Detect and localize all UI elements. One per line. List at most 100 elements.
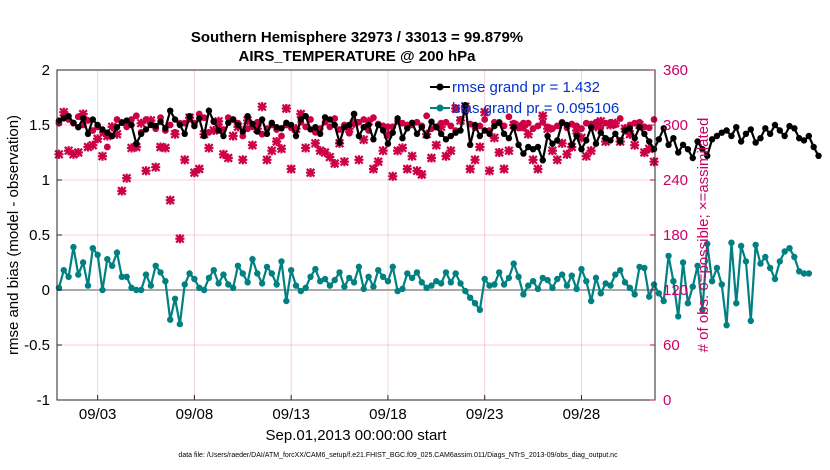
rmse-point <box>670 135 677 142</box>
bias-point <box>496 269 503 276</box>
assimilated-obs-point <box>504 146 514 156</box>
rmse-point <box>307 126 314 133</box>
assimilated-obs-point <box>470 155 480 165</box>
rmse-point <box>762 125 769 132</box>
bias-point <box>171 295 179 302</box>
bias-point <box>742 258 750 265</box>
rmse-point <box>142 126 150 133</box>
rmse-point <box>302 113 309 120</box>
rmse-point <box>587 124 595 131</box>
assimilated-obs-point <box>330 158 340 169</box>
rmse-point <box>791 125 798 132</box>
rmse-point <box>626 125 634 132</box>
bias-point <box>287 267 295 274</box>
x-axis: 09/03 09/08 09/13 09/18 09/23 09/28 <box>79 395 600 423</box>
bias-point <box>399 285 406 293</box>
assimilated-obs-point <box>562 149 572 159</box>
bias-point <box>800 270 808 277</box>
rmse-point <box>384 140 392 147</box>
assimilated-obs-point <box>436 122 446 132</box>
rmse-point <box>70 119 77 127</box>
rmse-point <box>79 115 87 122</box>
rmse-point <box>99 126 106 133</box>
bias-point <box>118 273 126 280</box>
rmse-point <box>563 121 571 129</box>
bias-point <box>675 313 682 320</box>
x-axis-label: Sep.01,2013 00:00:00 start <box>266 427 448 444</box>
bias-point <box>737 242 745 250</box>
bias-point <box>462 287 469 295</box>
rmse-point <box>225 119 232 127</box>
rmse-point <box>597 129 605 136</box>
bias-point <box>728 239 735 246</box>
bias-point <box>186 270 193 277</box>
assimilated-obs-point <box>83 142 93 152</box>
y-tick-label: 0 <box>42 282 50 299</box>
bias-point <box>437 280 445 287</box>
bias-point <box>689 283 696 290</box>
bias-point <box>152 262 159 269</box>
rmse-point <box>496 119 503 127</box>
assimilated-obs-point <box>267 146 277 156</box>
bias-point <box>89 245 97 252</box>
rmse-point <box>404 125 411 132</box>
rmse-point <box>215 127 222 134</box>
rmse-point <box>118 119 126 127</box>
assimilated-obs-point <box>160 143 170 153</box>
assimilated-obs-point <box>581 151 591 161</box>
possible-obs-point <box>476 122 484 130</box>
assimilated-obs-point <box>325 152 335 162</box>
assimilated-obs-point <box>286 164 296 174</box>
rmse-point <box>94 121 101 129</box>
bias-point <box>442 269 450 276</box>
bias-point <box>558 271 566 278</box>
rmse-point <box>544 132 551 140</box>
rmse-point <box>568 141 575 148</box>
assimilated-obs-point <box>339 157 349 167</box>
rmse-point <box>481 127 488 134</box>
assimilated-obs-point <box>204 143 214 153</box>
rmse-point <box>728 132 735 140</box>
bias-point <box>762 253 769 261</box>
bias-point <box>200 286 208 294</box>
rmse-point <box>452 129 459 136</box>
rmse-point <box>60 115 67 122</box>
rmse-point <box>389 129 396 136</box>
x-tick-label: 09/03 <box>79 406 117 423</box>
assimilated-obs-point <box>639 147 649 158</box>
assimilated-obs-point <box>155 142 166 152</box>
assimilated-obs-point <box>136 118 146 128</box>
assimilated-obs-point <box>605 120 616 130</box>
assimilated-obs-point <box>223 153 233 163</box>
possible-obs-point <box>505 113 513 121</box>
rmse-point <box>268 119 276 127</box>
rmse-point <box>355 132 363 140</box>
possible-obs-point <box>336 126 343 133</box>
possible-obs-point <box>539 118 547 126</box>
bias-point <box>375 267 382 274</box>
bias-point <box>781 248 788 255</box>
possible-obs-point <box>132 112 140 120</box>
y2-tick-label: 120 <box>663 282 688 299</box>
bias-point <box>713 264 721 272</box>
bias-series <box>55 239 813 329</box>
bias-point <box>423 284 430 291</box>
rmse-point <box>137 130 145 137</box>
rmse-point <box>607 137 614 144</box>
rmse-point <box>645 138 653 145</box>
assimilated-obs-point <box>426 153 437 163</box>
bias-point <box>568 272 575 279</box>
assimilated-obs-point <box>305 168 316 178</box>
possible-obs-point <box>103 143 111 151</box>
rmse-point <box>462 102 469 109</box>
bias-point <box>70 243 77 251</box>
assimilated-obs-point <box>59 107 69 117</box>
rmse-point <box>341 124 348 131</box>
bias-point <box>554 275 561 283</box>
rmse-point <box>776 127 784 134</box>
assimilated-obs-point <box>175 234 185 244</box>
assimilated-obs-point <box>455 115 466 125</box>
rmse-point <box>815 152 822 159</box>
y-tick-label: 1.5 <box>29 117 50 134</box>
rmse-point <box>365 121 372 129</box>
